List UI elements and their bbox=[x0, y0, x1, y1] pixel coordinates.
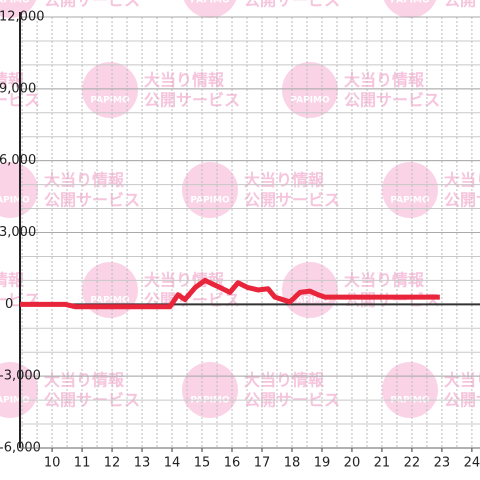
x-tick-label: 21 bbox=[374, 456, 391, 471]
watermark-logo bbox=[183, 0, 237, 18]
watermark-text: 大当り情報 bbox=[44, 371, 125, 390]
x-tick-label: 13 bbox=[134, 456, 151, 471]
x-tick-label: 12 bbox=[104, 456, 121, 471]
y-tick-label: 6,000 bbox=[0, 153, 36, 168]
y-tick-label: 12,000 bbox=[0, 10, 45, 25]
watermark-text: 大当り情報 bbox=[44, 171, 125, 190]
x-tick-label: 15 bbox=[194, 456, 211, 471]
watermark-text: 大当り情報 bbox=[144, 71, 225, 90]
x-tick-label: 11 bbox=[74, 456, 91, 471]
watermark-text: 公開サービス bbox=[344, 291, 440, 310]
y-tick-label: 9,000 bbox=[0, 81, 36, 96]
watermark-brand: PAPIMO bbox=[90, 96, 130, 106]
x-tick-label: 19 bbox=[314, 456, 331, 471]
watermark-brand: PAPIMO bbox=[190, 0, 230, 6]
watermark-text: 大当り情報 bbox=[0, 71, 25, 90]
plot: -6,000-3,00003,0006,0009,00012,000101112… bbox=[0, 10, 480, 471]
x-tick-label: 23 bbox=[434, 456, 451, 471]
watermark-logo bbox=[82, 62, 138, 118]
watermark-logo bbox=[182, 162, 238, 218]
watermark-brand: PAPIMO bbox=[0, 0, 30, 6]
grid bbox=[20, 16, 480, 452]
watermark-brand: PAPIMO bbox=[290, 296, 330, 306]
data-line bbox=[20, 277, 440, 310]
watermark-text: 公開サービス bbox=[244, 0, 340, 10]
watermark-text: 大当り情報 bbox=[0, 271, 25, 290]
watermark-brand: PAPIMO bbox=[0, 396, 30, 406]
x-tick-label: 10 bbox=[44, 456, 61, 471]
watermark-text: 大当り情報 bbox=[244, 171, 325, 190]
x-tick-label: 18 bbox=[284, 456, 301, 471]
watermark-text: 大当り情報 bbox=[444, 171, 480, 190]
watermark-brand: PAPIMO bbox=[190, 196, 230, 206]
watermark-brand: PAPIMO bbox=[0, 196, 30, 206]
watermark-text: 大当り情報 bbox=[244, 371, 325, 390]
watermark-logo bbox=[282, 62, 338, 118]
watermark-text: 公開サービス bbox=[244, 191, 340, 210]
watermark-text: 大当り情報 bbox=[344, 71, 425, 90]
watermark-brand: PAPIMO bbox=[390, 196, 430, 206]
watermark-text: 大当り情報 bbox=[444, 371, 480, 390]
watermark-text: 公開サービス bbox=[444, 191, 480, 210]
watermark-logo bbox=[0, 162, 38, 218]
x-tick-label: 24 bbox=[464, 456, 480, 471]
y-tick-label: 0 bbox=[5, 297, 13, 312]
y-tick-label: 3,000 bbox=[0, 225, 36, 240]
watermark-logo bbox=[82, 262, 138, 318]
x-tick-label: 22 bbox=[404, 456, 421, 471]
watermark-logo bbox=[383, 0, 437, 18]
watermark-text: 公開サービス bbox=[44, 191, 140, 210]
watermark-brand: PAPIMO bbox=[290, 96, 330, 106]
watermark-logo bbox=[182, 362, 238, 418]
watermark-brand: PAPIMO bbox=[390, 0, 430, 6]
watermark-text: 公開サービス bbox=[444, 0, 480, 10]
watermark-text: 公開サービス bbox=[44, 0, 140, 10]
x-tick-label: 17 bbox=[254, 456, 271, 471]
watermark-text: 公開サービス bbox=[144, 91, 240, 110]
x-tick-label: 20 bbox=[344, 456, 361, 471]
watermark-brand: PAPIMO bbox=[90, 296, 130, 306]
x-tick-label: 14 bbox=[164, 456, 181, 471]
watermark-logo bbox=[0, 0, 37, 18]
x-tick-label: 16 bbox=[224, 456, 241, 471]
watermark-text: 公開サービス bbox=[344, 91, 440, 110]
watermark-logo bbox=[382, 162, 438, 218]
watermark-logo bbox=[382, 362, 438, 418]
